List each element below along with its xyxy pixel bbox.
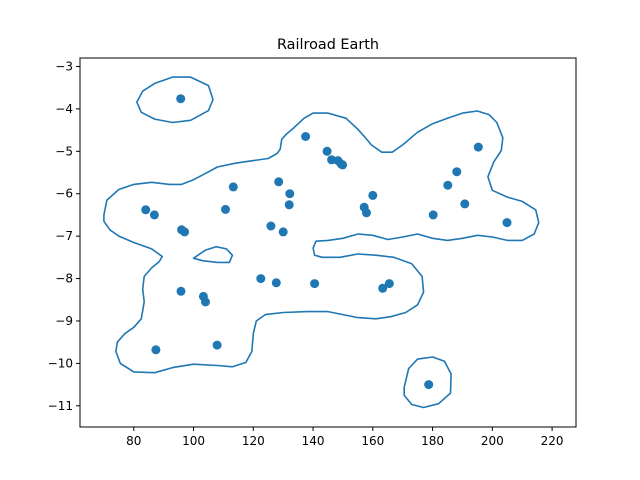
scatter-point [424, 380, 434, 390]
scatter-point [266, 221, 276, 231]
density-contour-0 [136, 76, 214, 124]
x-tick-label: 220 [541, 434, 564, 448]
scatter-point [228, 182, 238, 192]
scatter-point [274, 177, 284, 187]
scatter-point [201, 297, 210, 307]
x-tick-label: 100 [182, 434, 205, 448]
scatter-point [284, 200, 294, 210]
x-tick-label: 80 [126, 434, 141, 448]
scatter-point [322, 146, 332, 156]
chart-title: Railroad Earth [277, 37, 379, 53]
x-tick-label: 200 [481, 434, 504, 448]
scatter-point [151, 345, 161, 355]
y-tick-label: −7 [55, 229, 73, 243]
scatter-point [310, 279, 320, 289]
scatter-point [338, 160, 348, 170]
scatter-point [443, 180, 453, 190]
scatter-point [278, 227, 288, 237]
scatter-point [176, 286, 186, 296]
scatter-point [180, 227, 190, 237]
y-tick-label: −6 [55, 187, 73, 201]
scatter-point [301, 132, 311, 141]
scatter-point [176, 94, 186, 104]
x-tick-label: 160 [361, 434, 384, 448]
plot-layer [103, 76, 540, 409]
scatter-point [378, 283, 388, 293]
scatter-point [368, 190, 378, 200]
y-tick-label: −11 [48, 399, 73, 413]
scatter-point [285, 189, 295, 199]
density-contour-1 [403, 356, 452, 409]
axes-frame [79, 57, 577, 428]
density-contour-3 [103, 110, 540, 374]
y-tick-label: −10 [48, 356, 73, 370]
y-tick-label: −3 [55, 59, 73, 73]
scatter-point [502, 218, 512, 228]
y-tick-label: −9 [55, 314, 73, 328]
scatter-point [221, 204, 230, 214]
x-tick-label: 180 [421, 434, 444, 448]
y-tick-label: −4 [55, 102, 73, 116]
scatter-point [473, 142, 483, 152]
scatter-point [452, 167, 462, 177]
x-tick-label: 120 [242, 434, 265, 448]
scatter-point [212, 340, 222, 350]
scatter-point [460, 199, 470, 209]
x-tick-label: 140 [302, 434, 325, 448]
ticks-layer: 80 100 120 140 160 180 200 220 −3 −4 −5 −6 −7 −8 −9 −10… [48, 59, 564, 448]
scatter-point [384, 279, 394, 289]
scatter-point [149, 210, 159, 220]
y-tick-label: −8 [55, 272, 73, 286]
y-tick-label: −5 [55, 144, 73, 158]
scatter-point [256, 274, 266, 284]
scatter-point [362, 208, 371, 218]
scatter-point [271, 278, 281, 288]
density-contour-2 [192, 245, 234, 264]
scatter-point [428, 210, 438, 220]
scatter-point [141, 205, 151, 215]
plot-area [103, 76, 540, 409]
